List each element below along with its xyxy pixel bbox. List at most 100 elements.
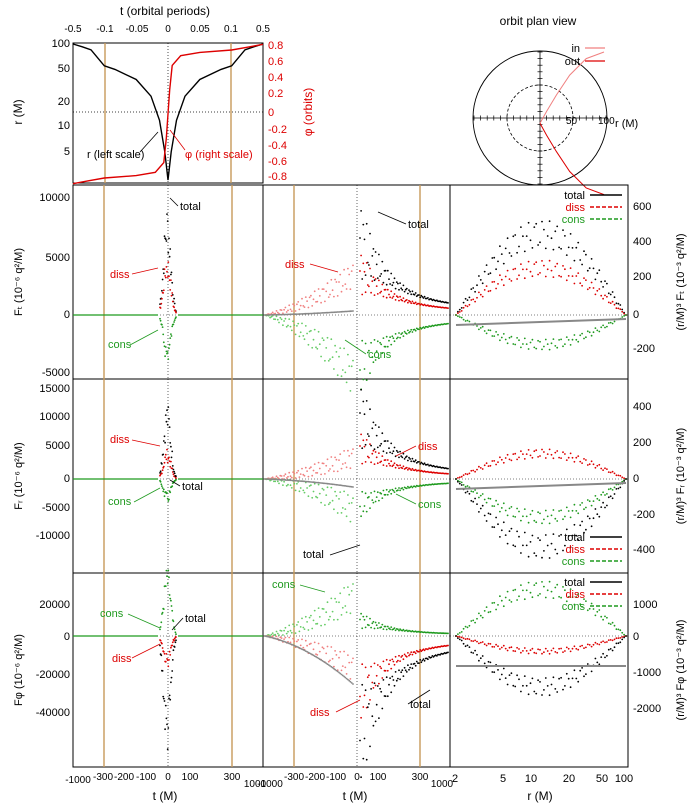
pre-periastron-point [293,472,296,475]
pre-periastron-point [349,520,352,523]
post-periastron-point [376,491,379,494]
loop-point [573,503,576,506]
loop-point [506,237,509,240]
loop-point [562,549,564,552]
loop-point [585,528,587,531]
spike-point [169,442,172,444]
pre-periastron-point [278,482,280,485]
force-grid-content [73,185,628,779]
loop-point [522,544,524,547]
loop-point [464,625,467,628]
pre-periastron-point [304,639,307,642]
spike-point [171,659,174,661]
loop-point [590,334,593,337]
annotation-arrow [171,617,184,631]
loop-point [495,463,497,466]
loop-point [586,330,589,333]
post-periastron-point [371,622,374,625]
loop-point [506,269,509,272]
loop-point [491,671,494,673]
spike-point [171,325,174,328]
pre-periastron-point [335,669,338,672]
loop-point [533,552,536,554]
loop-point [573,460,576,463]
spike-point [175,633,177,636]
loop-point [514,685,517,688]
r-left-scale-annotation: r (left scale) [87,149,144,161]
post-periastron-point [408,654,410,657]
spike-point [167,251,170,254]
loop-point [514,545,517,548]
pre-periastron-point [325,494,328,496]
spike-point [169,465,172,468]
loop-point [564,515,566,518]
loop-point [512,589,515,592]
loop-point [531,677,534,680]
loop-point [489,464,492,467]
loop-point [579,460,582,463]
loop-point [562,229,564,232]
spike-point [168,343,171,346]
loop-point [474,639,476,642]
pre-periastron-point [275,310,278,312]
loop-point [600,493,603,496]
loop-point [583,458,585,460]
post-periastron-point [419,659,422,661]
pre-periastron-point [324,661,326,664]
post-periastron-point [389,489,391,491]
pre-periastron-point [327,296,330,298]
pre-periastron-point [341,310,344,313]
pre-periastron-point [282,634,284,636]
loop-point [583,647,585,649]
spike-point [165,240,168,242]
loop-point [455,314,457,316]
post-periastron-point [364,342,367,345]
loop-point [554,586,557,589]
pre-periastron-point [313,312,316,315]
pre-periastron-point [304,480,307,483]
pre-periastron-point [302,646,305,649]
pre-periastron-point [334,344,336,347]
loop-point [470,288,473,290]
pre-periastron-point [303,338,306,341]
post-periastron-point [392,337,395,340]
loop-point [470,299,473,301]
pre-periastron-point [313,482,316,485]
pre-periastron-point [296,479,298,482]
loop-point [491,645,494,648]
row-t-right-tick: 0 [633,309,639,321]
loop-point [611,639,614,642]
loop-point [552,597,555,599]
pre-periastron-point [344,371,347,374]
spike-point [160,654,163,657]
post-periastron-point [374,684,377,687]
loop-point [499,339,501,342]
post-periastron-point [379,444,381,447]
post-periastron-point [382,679,385,681]
loop-point [590,504,593,507]
pre-periastron-point [348,502,351,505]
post-periastron-point [427,648,429,651]
loop-point [470,620,473,622]
post-periastron-point [376,685,379,687]
loop-point [625,635,627,637]
pre-periastron-point [276,632,279,635]
loop-point [556,583,559,586]
post-periastron-point [402,465,405,468]
loop-point [615,628,618,631]
post-periastron-point [386,459,389,461]
loop-point [468,296,471,299]
pre-periastron-point [322,647,325,650]
loop-point [548,348,551,351]
spike-point [164,585,167,587]
loop-point [527,449,530,451]
row-phi-right-ticks: 1000 0 -1000 -2000 [633,599,661,715]
pre-periastron-point [318,650,321,653]
loop-point [476,325,478,327]
pre-periastron-point [338,498,340,500]
loop-point [583,598,585,600]
col0-x-tick: -200 [114,772,134,783]
loop-point [504,247,507,250]
pre-periastron-point [302,305,305,307]
pre-periastron-point [327,359,330,362]
